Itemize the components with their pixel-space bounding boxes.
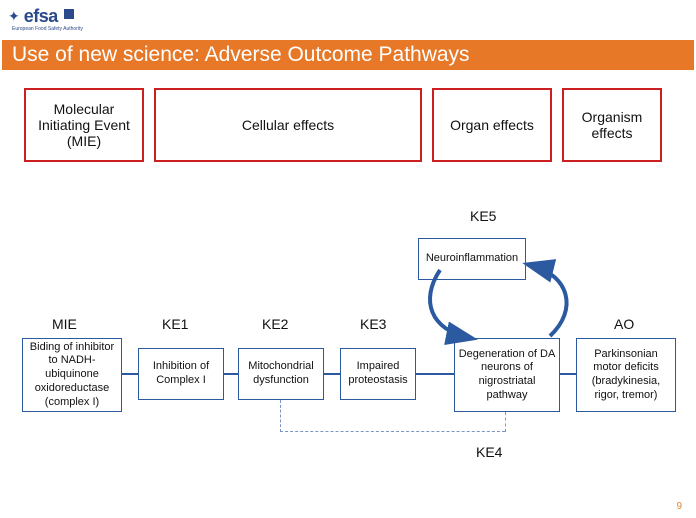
feedback-arrows (410, 230, 580, 350)
efsa-logo: ✦ efsa (8, 6, 74, 27)
connector (224, 373, 238, 375)
dashed-connector (505, 412, 506, 432)
category-cellular: Cellular effects (154, 88, 422, 162)
node-text: Degeneration of DA neurons of nigrostria… (458, 348, 556, 403)
flow-diagram: MIE KE1 KE2 KE3 KE4 KE5 AO Biding of inh… (0, 190, 696, 518)
label-ke3: KE3 (360, 316, 386, 332)
title-bar: Use of new science: Adverse Outcome Path… (2, 40, 694, 70)
connector (122, 373, 138, 375)
category-organism: Organism effects (562, 88, 662, 162)
node-text: Biding of inhibitor to NADH-ubiquinone o… (26, 341, 118, 410)
connector (416, 373, 454, 375)
dashed-connector (280, 400, 505, 432)
logo-square-icon (64, 9, 74, 19)
category-label: Molecular Initiating Event (MIE) (30, 101, 138, 149)
logo-star-icon: ✦ (8, 8, 20, 25)
logo-subtitle: European Food Safety Authority (12, 26, 83, 32)
label-ke5: KE5 (470, 208, 496, 224)
node-text: Parkinsonian motor deficits (bradykinesi… (580, 348, 672, 403)
node-ke3: Impaired proteostasis (340, 348, 416, 400)
title-text: Use of new science: Adverse Outcome Path… (12, 43, 470, 67)
category-mie: Molecular Initiating Event (MIE) (24, 88, 144, 162)
logo-text: efsa (24, 6, 58, 27)
category-label: Organism effects (568, 109, 656, 141)
node-ke2: Mitochondrial dysfunction (238, 348, 324, 400)
label-ao: AO (614, 316, 634, 332)
connector (560, 373, 576, 375)
label-mie: MIE (52, 316, 77, 332)
category-label: Organ effects (450, 117, 534, 133)
node-ke1: Inhibition of Complex I (138, 348, 224, 400)
label-ke1: KE1 (162, 316, 188, 332)
node-ao: Parkinsonian motor deficits (bradykinesi… (576, 338, 676, 412)
connector (324, 373, 340, 375)
category-label: Cellular effects (242, 117, 334, 133)
page-number: 9 (676, 501, 682, 512)
node-text: Mitochondrial dysfunction (242, 360, 320, 388)
node-text: Impaired proteostasis (344, 360, 412, 388)
label-ke4: KE4 (476, 444, 502, 460)
node-mie: Biding of inhibitor to NADH-ubiquinone o… (22, 338, 122, 412)
category-organ: Organ effects (432, 88, 552, 162)
category-row: Molecular Initiating Event (MIE) Cellula… (24, 88, 672, 162)
label-ke2: KE2 (262, 316, 288, 332)
node-text: Inhibition of Complex I (142, 360, 220, 388)
